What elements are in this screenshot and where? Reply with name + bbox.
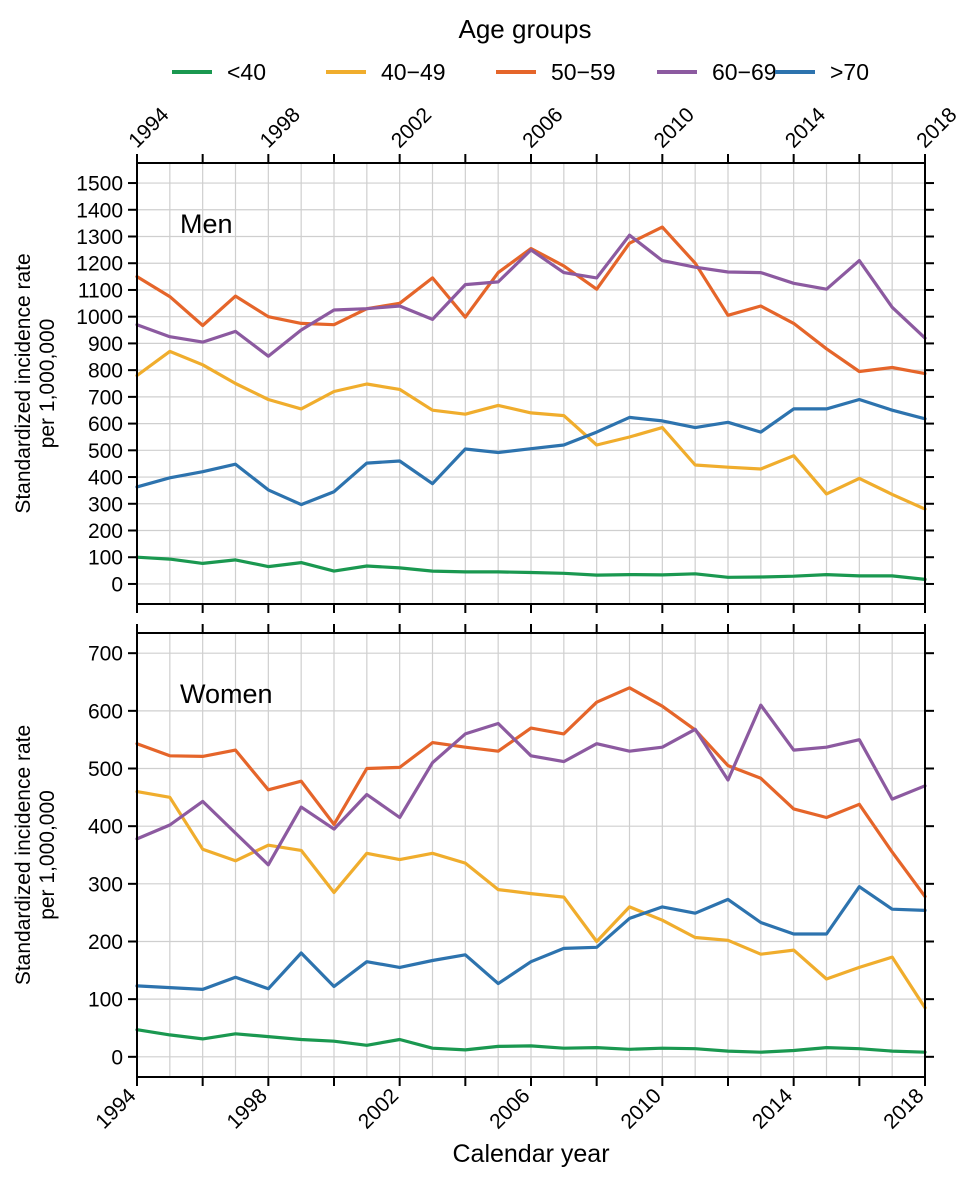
y-tick-label-1200: 1200 [76,253,123,276]
y-axis-label-line-1: per 1,000,000 [36,790,59,920]
x-tick-label-bottom-1994: 1994 [91,1084,141,1134]
series-line-1 [135,349,927,511]
y-tick-label-700: 700 [88,643,123,666]
x-tick-label-top-2002: 2002 [387,103,436,152]
series-line-1 [135,789,927,1010]
y-tick-label-400: 400 [88,467,123,490]
panels: 0100200300400500600700800900100011001200… [12,103,962,1134]
y-axis-label-line-0: Standardized incidence rate [12,253,35,513]
y-tick-label-600: 600 [88,413,123,436]
x-tick-label-bottom-2010: 2010 [617,1084,666,1133]
legend-title: Age groups [459,14,592,44]
y-tick-label-500: 500 [88,758,123,781]
series-line-3 [135,233,927,358]
y-axis-label: Standardized incidence rateper 1,000,000 [12,725,59,985]
x-tick-label-bottom-2002: 2002 [354,1084,403,1133]
x-tick-label-bottom-2006: 2006 [485,1084,534,1133]
legend-label-1: 40−49 [381,59,446,85]
y-tick-label-700: 700 [88,386,123,409]
x-axis-label: Calendar year [452,1140,609,1168]
y-tick-label-500: 500 [88,440,123,463]
y-tick-label-300: 300 [88,493,123,516]
y-axis-label-line-0: Standardized incidence rate [12,725,35,985]
panel-women: 0 100 200 300 400 500 600 700 1994 1998 2002 2006 20… [12,624,934,1134]
y-tick-label-100: 100 [88,547,123,570]
legend: <40 40−49 50−59 60−69 >70 [172,59,869,85]
panel-men: 0 100 200 300 400 500 600 700 800 900 1000 1100 1200… [12,103,962,613]
series-line-0 [135,555,927,582]
legend-label-4: >70 [830,59,869,85]
y-tick-label-200: 200 [88,520,123,543]
y-tick-label-1400: 1400 [76,199,123,222]
y-tick-label-0: 0 [111,573,123,596]
legend-label-2: 50−59 [551,59,616,85]
y-tick-label-900: 900 [88,333,123,356]
x-tick-label-top-2006: 2006 [518,103,567,152]
panel-title: Men [180,209,233,239]
x-tick-label-top-2014: 2014 [781,103,831,153]
x-tick-label-bottom-2018: 2018 [879,1084,928,1133]
y-tick-label-1500: 1500 [76,173,123,196]
y-tick-label-0: 0 [111,1046,123,1069]
series-line-2 [135,686,927,899]
series-line-4 [135,397,927,507]
y-tick-label-1100: 1100 [78,279,123,302]
y-axis-label: Standardized incidence rateper 1,000,000 [12,253,59,513]
y-tick-label-300: 300 [88,873,123,896]
x-tick-label-top-1998: 1998 [256,103,305,152]
legend-label-0: <40 [227,59,266,85]
x-tick-label-bottom-2014: 2014 [748,1084,798,1134]
y-tick-label-1000: 1000 [76,306,123,329]
y-tick-label-600: 600 [88,700,123,723]
series-line-3 [135,703,927,867]
y-tick-label-400: 400 [88,816,123,839]
grid [136,163,926,604]
y-tick-label-1300: 1300 [76,226,123,249]
x-tick-label-top-2018: 2018 [912,103,961,152]
grid [136,633,926,1077]
y-tick-label-200: 200 [88,931,123,954]
series-line-0 [135,1028,927,1054]
y-tick-label-800: 800 [88,360,123,383]
series-line-4 [135,885,927,992]
legend-label-3: 60−69 [712,59,777,85]
x-tick-label-top-2010: 2010 [650,103,699,152]
y-tick-label-100: 100 [88,989,123,1012]
panel-title: Women [180,679,273,709]
x-tick-label-bottom-1998: 1998 [223,1084,272,1133]
x-tick-label-top-1994: 1994 [124,103,174,153]
y-axis-label-line-1: per 1,000,000 [36,319,59,449]
